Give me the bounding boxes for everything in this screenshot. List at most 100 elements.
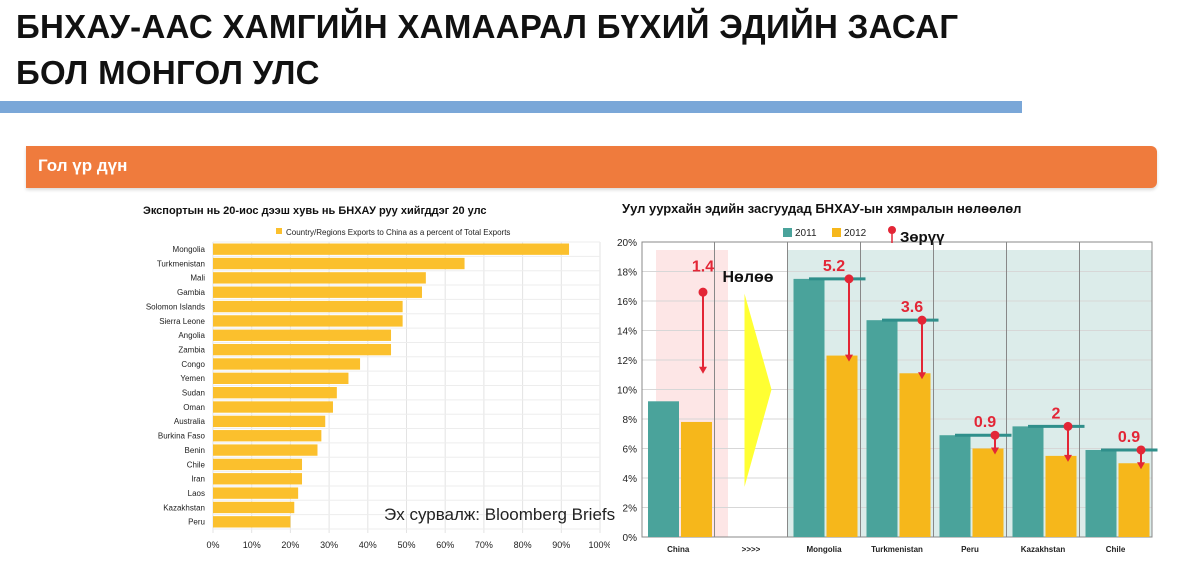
- bar-2012: [1045, 455, 1077, 537]
- x-tick-label: 30%: [320, 540, 338, 550]
- bar: [213, 372, 349, 384]
- legend-label-2011: 2011: [795, 228, 817, 239]
- title-divider: [0, 101, 1022, 113]
- bar-2012: [1118, 463, 1150, 537]
- bar: [213, 387, 337, 399]
- bar: [213, 286, 422, 298]
- drop-arrow-tip: [918, 372, 926, 380]
- category-label: Chile: [1106, 545, 1126, 554]
- category-label: Peru: [188, 518, 205, 527]
- y-tick-label: 10%: [617, 386, 637, 397]
- category-label: Congo: [181, 360, 205, 369]
- bar: [213, 458, 303, 471]
- category-label: Sierra Leone: [159, 317, 205, 326]
- category-label: Laos: [188, 489, 205, 498]
- drop-label: Зөрүү: [900, 229, 945, 246]
- mining-impact-chart: 0% 2% 4% 6% 8% 10% 12% 14% 16% 18% 20% 2011 2012 Chin…: [617, 226, 1158, 554]
- category-label: Angolia: [178, 331, 205, 340]
- impact-label: Нөлөө: [723, 269, 774, 286]
- bar-2011: [939, 435, 971, 537]
- x-tick-label: 10%: [243, 540, 261, 550]
- bar: [213, 243, 570, 255]
- page-title-line2: БОЛ МОНГОЛ УЛС: [16, 54, 320, 91]
- bar: [213, 358, 361, 370]
- bar-2012: [826, 355, 858, 537]
- drop-arrow-tip: [699, 366, 707, 374]
- category-label: Solomon Islands: [146, 302, 205, 311]
- bar: [213, 415, 326, 428]
- category-label: Yemen: [180, 374, 205, 383]
- x-tick-label: 40%: [359, 540, 377, 550]
- drop-arrow-head: [698, 287, 708, 297]
- drop-arrow-tip: [845, 354, 853, 362]
- x-tick-label: 100%: [588, 540, 610, 550]
- y-tick-label: 14%: [617, 327, 637, 338]
- bar: [213, 501, 295, 514]
- category-label: Australia: [174, 417, 206, 426]
- drop-arrow-tip: [991, 447, 999, 455]
- exports-bar-chart: Country/Regions Exports to China as a pe…: [146, 228, 610, 550]
- bar-2011: [793, 278, 825, 537]
- bar: [213, 272, 426, 284]
- y-tick-label: 20%: [617, 238, 637, 249]
- x-tick-label: 90%: [552, 540, 570, 550]
- legend-swatch-2012: [832, 228, 841, 237]
- category-label: Burkina Faso: [158, 432, 206, 441]
- drop-arrow-head: [917, 315, 927, 325]
- y-tick-label: 4%: [623, 474, 638, 485]
- x-tick-label: 20%: [281, 540, 299, 550]
- drop-value-label: 0.9: [974, 414, 996, 431]
- bar: [213, 444, 318, 456]
- drop-legend-dot: [888, 226, 896, 234]
- y-tick-label: 6%: [623, 445, 638, 456]
- y-tick-label: 0%: [623, 533, 638, 544]
- category-label: Mongolia: [806, 545, 842, 554]
- x-tick-label: 0%: [206, 540, 219, 550]
- bar-2011: [1085, 449, 1117, 537]
- category-label: Sudan: [182, 389, 205, 398]
- bar: [213, 473, 303, 485]
- source-note: Эх сурвалж: Bloomberg Briefs: [384, 505, 616, 524]
- category-label: Turkmenistan: [871, 545, 923, 554]
- bar-2011: [648, 401, 679, 537]
- bar-2012: [681, 421, 712, 537]
- drop-value-label: 5.2: [823, 258, 845, 275]
- category-label: Mongolia: [173, 245, 206, 254]
- page-title-line1: БНХАУ-ААС ХАМГИЙН ХАМААРАЛ БҮХИЙ ЭДИЙН З…: [16, 8, 959, 45]
- bar-2012: [899, 373, 931, 537]
- bar: [213, 430, 322, 442]
- category-label: Zambia: [178, 345, 205, 354]
- category-label: Kazakhstan: [163, 503, 205, 512]
- right-chart-title: Уул уурхайн эдийн засгуудад БНХАУ-ын хям…: [622, 201, 1022, 216]
- legend-swatch-2011: [783, 228, 792, 237]
- x-tick-label: 80%: [514, 540, 532, 550]
- left-chart-title: Экспортын нь 20-иос дээш хувь нь БНХАУ р…: [143, 205, 487, 217]
- bar: [213, 401, 333, 413]
- drop-arrow-tip: [1137, 462, 1145, 470]
- y-tick-label: 12%: [617, 356, 637, 367]
- category-label: >>>>: [742, 545, 761, 554]
- bar: [213, 257, 465, 270]
- y-tick-label: 8%: [623, 415, 638, 426]
- bar-2011: [1012, 426, 1044, 537]
- y-tick-label: 18%: [617, 268, 637, 279]
- category-label: Oman: [183, 403, 205, 412]
- transition-arrow: [744, 293, 772, 487]
- category-label: China: [667, 545, 690, 554]
- bar: [213, 516, 291, 528]
- category-label: Mali: [190, 274, 205, 283]
- drop-arrow-tip: [1064, 454, 1072, 462]
- x-tick-label: 60%: [436, 540, 454, 550]
- y-tick-label: 2%: [623, 504, 638, 515]
- bar-2012: [972, 448, 1004, 537]
- bar: [213, 315, 403, 327]
- drop-value-label: 1.4: [692, 259, 714, 276]
- banner-label: Гол үр дүн: [38, 156, 128, 175]
- category-label: Turkmenistan: [157, 259, 205, 268]
- page-title: БНХАУ-ААС ХАМГИЙН ХАМААРАЛ БҮХИЙ ЭДИЙН З…: [16, 4, 1116, 96]
- drop-value-label: 0.9: [1118, 429, 1140, 446]
- bar: [213, 300, 403, 313]
- drop-value-label: 2: [1052, 405, 1061, 422]
- category-label: Chile: [187, 460, 206, 469]
- category-label: Gambia: [177, 288, 206, 297]
